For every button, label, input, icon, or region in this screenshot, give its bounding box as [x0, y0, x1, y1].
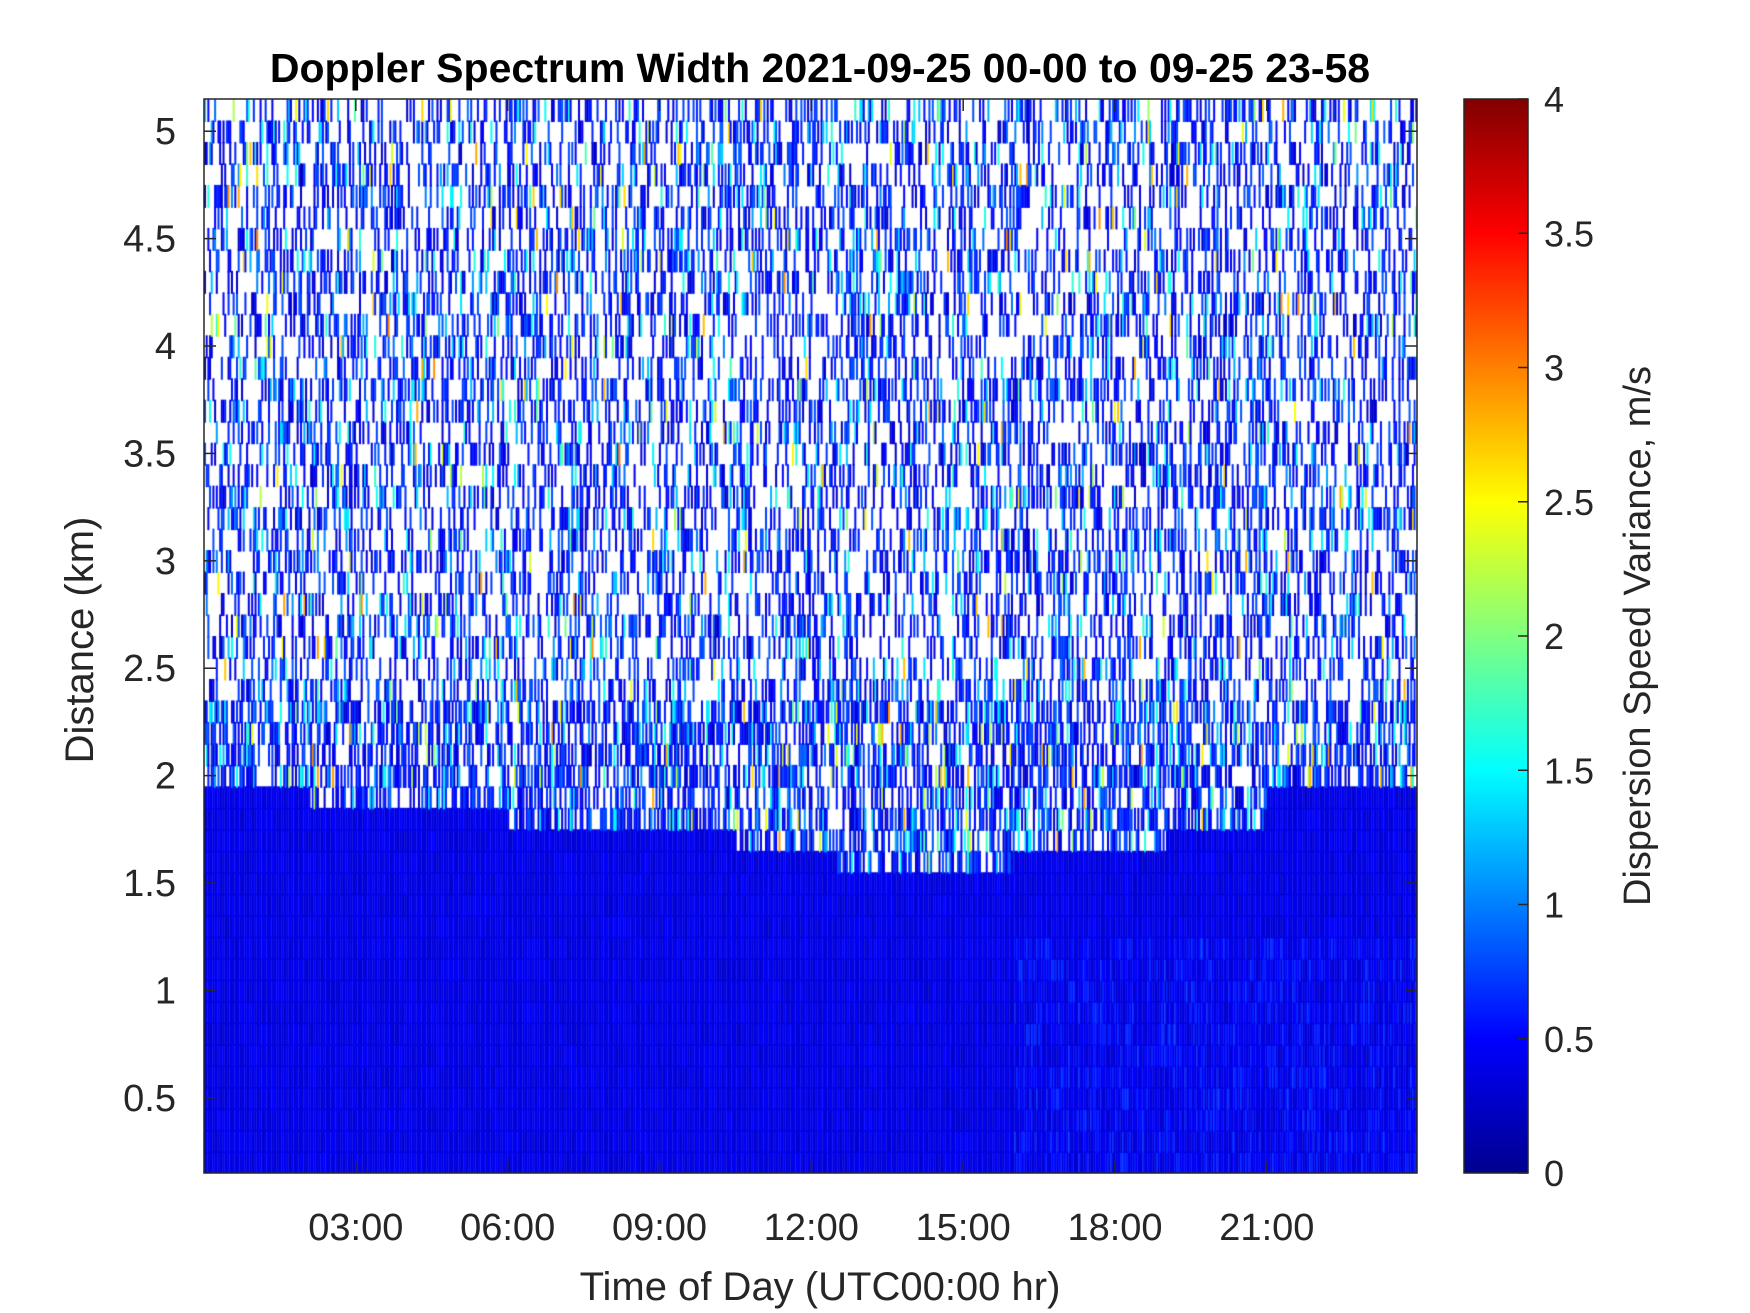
colorbar-tick-label: 1 [1544, 885, 1564, 926]
colorbar-tick-label: 4 [1544, 79, 1564, 120]
x-tick-label: 15:00 [916, 1207, 1011, 1249]
colorbar-ticks: 0 0.5 1 1.5 2 2.5 3 3.5 4 [1518, 79, 1594, 1194]
y-tick-label: 5 [155, 111, 176, 153]
colorbar-tick-label: 3 [1544, 348, 1564, 389]
colorbar [1463, 98, 1529, 1174]
y-tick-label: 2.5 [123, 648, 176, 690]
y-tick-label: 3 [155, 541, 176, 583]
x-tick-label: 03:00 [308, 1207, 403, 1249]
colorbar-tick-label: 0.5 [1544, 1019, 1594, 1060]
x-tick-label: 18:00 [1067, 1207, 1162, 1249]
y-tick-label: 2 [155, 756, 176, 798]
heatmap-plot [204, 99, 1417, 1173]
y-tick-label: 1 [155, 970, 176, 1012]
x-axis-ticks: 03:00 06:00 09:00 12:00 15:00 18:00 21:00 [308, 1207, 1314, 1249]
colorbar-tick-label: 2.5 [1544, 482, 1594, 523]
colorbar-tick-label: 0 [1544, 1153, 1564, 1194]
x-tick-label: 21:00 [1219, 1207, 1314, 1249]
y-tick-label: 1.5 [123, 863, 176, 905]
y-tick-label: 3.5 [123, 433, 176, 475]
colorbar-tick-label: 3.5 [1544, 213, 1594, 254]
y-tick-label: 0.5 [123, 1078, 176, 1120]
y-tick-label: 4.5 [123, 219, 176, 261]
y-tick-label: 4 [155, 326, 176, 368]
x-tick-label: 06:00 [460, 1207, 555, 1249]
x-tick-label: 09:00 [612, 1207, 707, 1249]
x-tick-label: 12:00 [764, 1207, 859, 1249]
y-axis-ticks: 0.5 1 1.5 2 2.5 3 3.5 4 4.5 5 [123, 111, 176, 1120]
y-axis-label: Distance (km) [58, 517, 102, 764]
colorbar-tick-label: 1.5 [1544, 750, 1594, 791]
colorbar-label: Dispersion Speed Variance, m/s [1617, 366, 1659, 906]
chart-title: Doppler Spectrum Width 2021-09-25 00-00 … [270, 45, 1370, 91]
x-axis-label: Time of Day (UTC00:00 hr) [580, 1265, 1061, 1309]
colorbar-tick-label: 2 [1544, 616, 1564, 657]
